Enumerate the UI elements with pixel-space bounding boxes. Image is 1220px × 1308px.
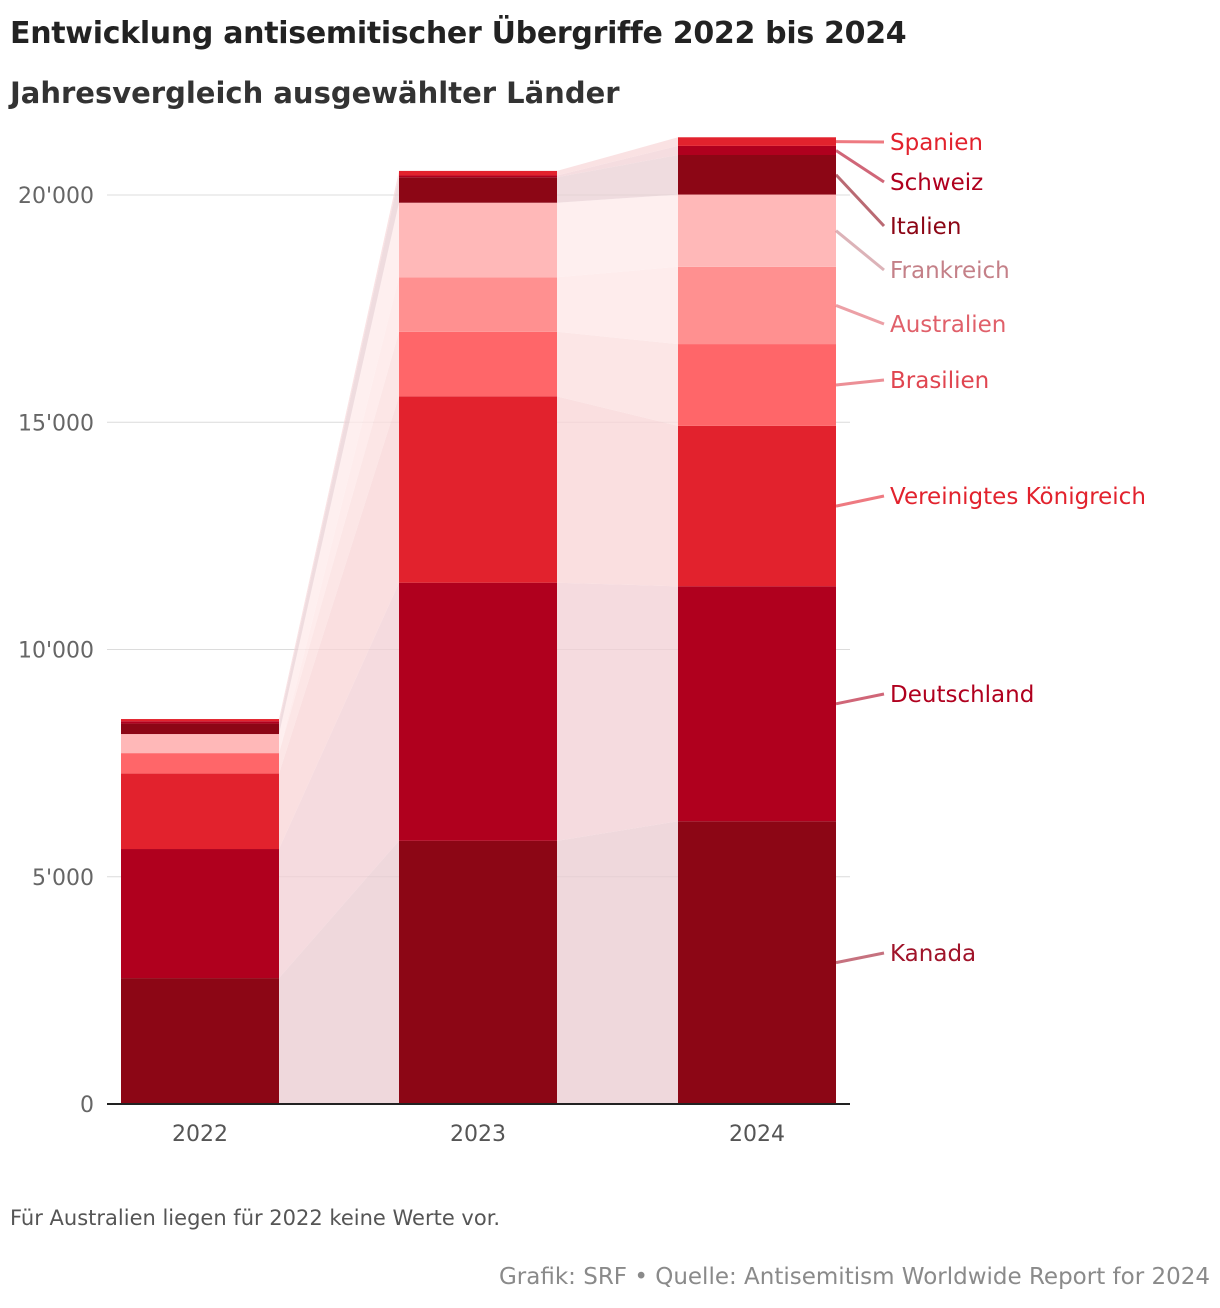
bar-italien-2024 [678, 155, 836, 195]
leader-line-vereinigtes-königreich [835, 494, 885, 508]
ribbon-brasilien-2022 [279, 331, 399, 774]
bar-deutschland-2022 [121, 849, 279, 979]
bar-frankreich-2022 [121, 734, 279, 754]
ribbon-vereinigtes-königreich-2022 [279, 396, 399, 850]
bar-brasilien-2022 [121, 753, 279, 774]
series-label-deutschland: Deutschland [890, 682, 1034, 708]
leader-line-australien [835, 304, 885, 326]
bar-australien-2023 [399, 277, 557, 332]
y-tick-label: 15'000 [18, 411, 94, 436]
bar-vereinigtes-königreich-2022 [121, 773, 279, 850]
flow-ribbons [279, 137, 678, 1104]
chart-subtitle: Jahresvergleich ausgewählter Länder [10, 76, 620, 110]
ribbon-frankreich-2023 [557, 194, 678, 278]
ribbon-vereinigtes-königreich-2023 [557, 396, 678, 587]
y-tick-label: 20'000 [18, 184, 94, 209]
series-label-frankreich: Frankreich [890, 258, 1010, 284]
series-labels: Kanada Deutschland Vereinigtes Königreich B… [834, 130, 1146, 967]
leader-line-brasilien [835, 378, 885, 387]
bar-australien-2024 [678, 266, 836, 345]
ribbon-italien-2023 [557, 155, 678, 203]
ribbon-kanada-2023 [557, 821, 678, 1104]
bar-kanada-2023 [399, 840, 557, 1104]
bar-spanien-2024 [678, 137, 836, 146]
bar-vereinigtes-königreich-2024 [678, 425, 836, 587]
leader-line-italien [834, 173, 886, 228]
bar-frankreich-2023 [399, 202, 557, 278]
bar-brasilien-2023 [399, 331, 557, 397]
ribbon-deutschland-2022 [279, 582, 399, 979]
series-label-italien: Italien [890, 214, 961, 240]
ribbon-italien-2022 [279, 177, 399, 735]
leader-line-deutschland [835, 692, 885, 706]
bar-vereinigtes-königreich-2023 [399, 396, 557, 583]
y-tick-label: 10'000 [18, 639, 94, 664]
ribbon-spanien-2023 [557, 137, 678, 176]
ribbon-schweiz-2022 [279, 175, 399, 724]
axes: 0 5'000 10'000 15'000 20'000 2022 2023 2024 [18, 184, 850, 1147]
series-label-kanada: Kanada [890, 941, 976, 967]
bar-italien-2023 [399, 177, 557, 203]
series-label-australien: Australien [890, 312, 1006, 338]
leader-line-kanada [835, 951, 885, 965]
x-tick-label: 2024 [729, 1122, 785, 1147]
ribbon-schweiz-2023 [557, 145, 678, 178]
x-tick-label: 2023 [450, 1122, 506, 1147]
ribbon-kanada-2022 [279, 840, 399, 1104]
series-label-spanien: Spanien [890, 130, 983, 156]
series-label-vereinigtes-königreich: Vereinigtes Königreich [890, 484, 1146, 510]
ribbon-brasilien-2023 [557, 331, 678, 426]
footnote: Für Australien liegen für 2022 keine Wer… [10, 1206, 501, 1230]
x-tick-label: 2022 [172, 1122, 228, 1147]
source-credit: Grafik: SRF • Quelle: Antisemitism World… [498, 1264, 1210, 1290]
y-tick-label: 0 [80, 1093, 94, 1118]
ribbon-frankreich-2022 [279, 202, 399, 754]
bar-spanien-2022 [121, 719, 279, 722]
bar-italien-2022 [121, 723, 279, 735]
series-label-schweiz: Schweiz [890, 170, 983, 196]
series-label-brasilien: Brasilien [890, 368, 989, 394]
bar-kanada-2024 [678, 821, 836, 1104]
bar-schweiz-2023 [399, 175, 557, 178]
ribbon-spanien-2022 [279, 170, 399, 722]
ribbon-deutschland-2023 [557, 582, 678, 841]
bar-deutschland-2023 [399, 582, 557, 841]
ribbon-australien-2023 [557, 266, 678, 345]
y-tick-label: 5'000 [32, 866, 94, 891]
bar-segments [121, 137, 836, 1104]
leader-line-frankreich [835, 229, 885, 272]
bar-schweiz-2024 [678, 145, 836, 156]
bar-schweiz-2022 [121, 721, 279, 724]
bar-brasilien-2024 [678, 344, 836, 426]
bar-kanada-2022 [121, 978, 279, 1104]
chart-title: Entwicklung antisemitischer Übergriffe 2… [10, 16, 907, 51]
bar-frankreich-2024 [678, 194, 836, 267]
leader-line-schweiz [835, 149, 885, 184]
bar-deutschland-2024 [678, 586, 836, 822]
bar-spanien-2023 [399, 170, 557, 176]
